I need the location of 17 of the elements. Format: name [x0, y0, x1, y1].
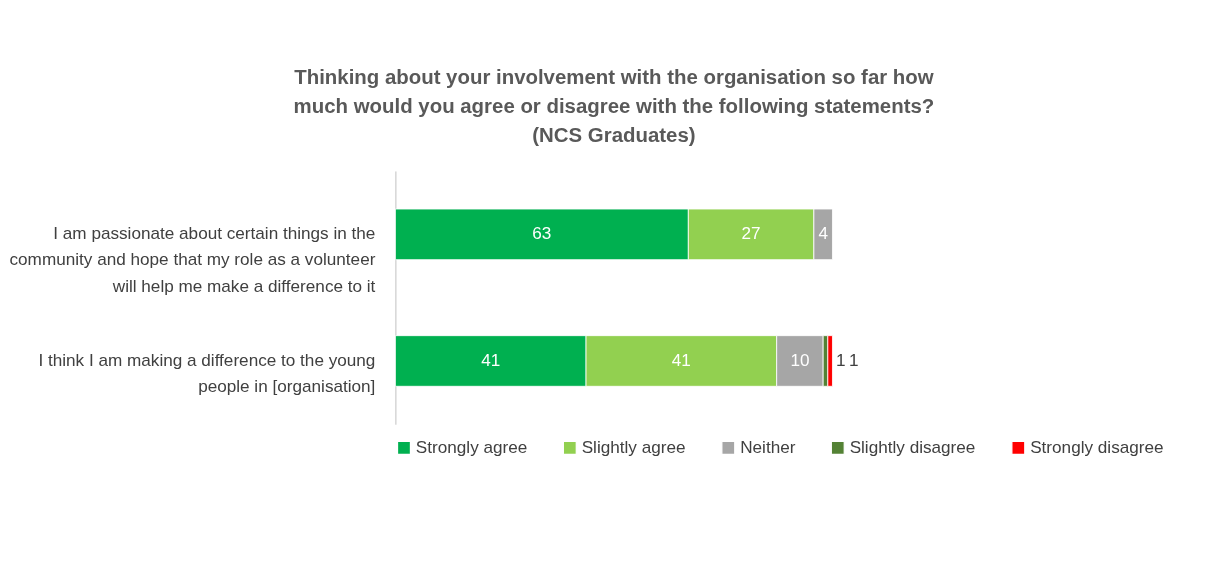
data-label: 27 — [741, 223, 761, 244]
data-label: 1 — [835, 349, 846, 370]
chart-title: Thinking about your involvement with the organisation so far how much would you agree or disagree with the following statements? (NCS Graduates) — [293, 65, 935, 147]
data-label: 10 — [790, 349, 810, 370]
legend-label: Slightly agree — [581, 436, 686, 457]
data-label: 41 — [671, 349, 691, 370]
data-label: 4 — [818, 223, 829, 244]
data-label: 1 — [848, 349, 859, 370]
legend-label: Strongly disagree — [1030, 436, 1164, 457]
legend-label: Slightly disagree — [849, 436, 976, 457]
data-label: 63 — [532, 223, 552, 244]
legend-label: Neither — [740, 436, 796, 457]
data-label: 41 — [481, 349, 501, 370]
legend-label: Strongly agree — [415, 436, 528, 457]
bar — [827, 335, 833, 387]
y-tick-label: I am passionate about certain things in the community and hope that my role as a volunteer will help me make a difference to it — [9, 223, 376, 296]
y-tick-label: I think I am making a difference to the young people in [organisation] — [38, 349, 376, 397]
